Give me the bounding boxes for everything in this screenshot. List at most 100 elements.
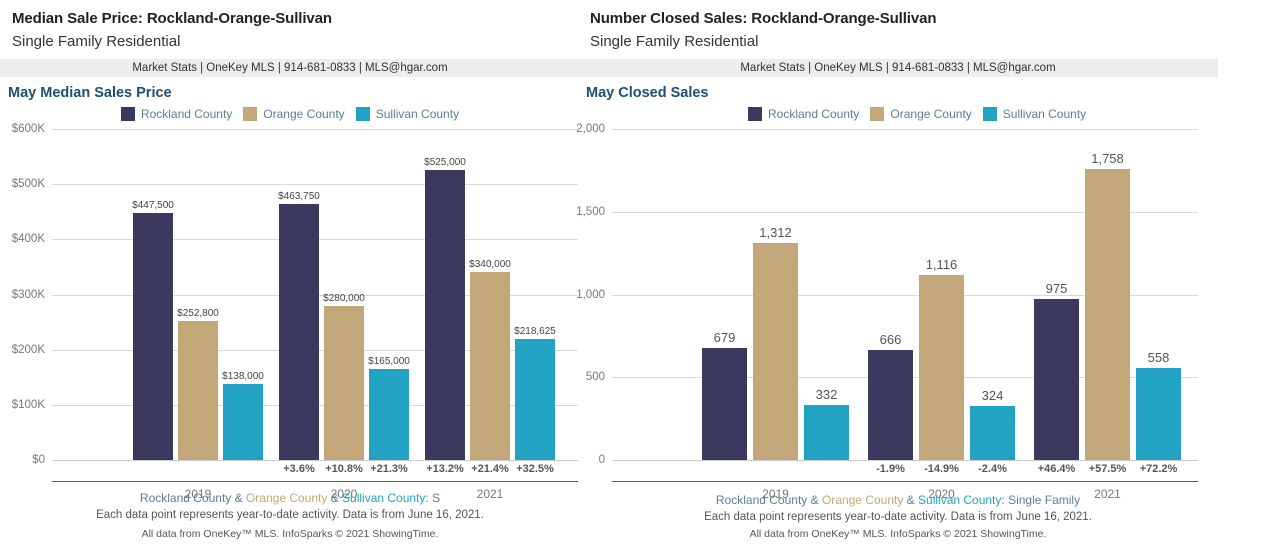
- bar-value-label: $138,000: [222, 370, 264, 382]
- gridline: [612, 129, 1198, 130]
- y-axis-tick-label: $400K: [11, 233, 45, 246]
- legend-label: Rockland County: [768, 107, 860, 121]
- chart-caption-right: Rockland County & Orange County & Sulliv…: [578, 493, 1274, 507]
- legend-item-sullivan-county[interactable]: Sullivan County: [355, 107, 460, 121]
- caption-amp2-right: &: [903, 493, 919, 507]
- y-axis-tick-label: 1,500: [576, 205, 605, 218]
- bar-orange-county-2020[interactable]: 1,116: [919, 257, 964, 460]
- caption-orange-left: Orange County: [245, 491, 328, 505]
- bar-value-label: 332: [815, 387, 838, 403]
- y-axis-tick-label: 0: [598, 454, 605, 466]
- chart-caption-left: Rockland County & Orange County & Sulliv…: [0, 491, 580, 505]
- chart-footnote-right: All data from OneKey™ MLS. InfoSparks © …: [749, 528, 1047, 540]
- bar-value-label: $218,625: [514, 326, 556, 338]
- legend-item-rockland-county[interactable]: Rockland County: [120, 107, 233, 121]
- gridline: [52, 184, 578, 186]
- bar-rockland-county-2021[interactable]: 975: [1034, 281, 1079, 460]
- bar-value-label: 1,758: [1091, 151, 1124, 167]
- bar-rockland-county-2020[interactable]: 666: [868, 332, 913, 460]
- pct-change-label: +21.3%: [370, 463, 408, 475]
- caption-amp2-left: &: [327, 491, 343, 505]
- x-axis-tick-label-2021: 2021: [1094, 487, 1121, 501]
- legend-label: Orange County: [890, 107, 972, 121]
- bar-value-label: $447,500: [132, 200, 174, 212]
- bar-orange-county-2021[interactable]: 1,758: [1085, 151, 1130, 460]
- gridline: [612, 460, 1198, 461]
- legend-item-orange-county[interactable]: Orange County: [870, 107, 972, 121]
- pct-change-label: -14.9%: [924, 463, 959, 475]
- pct-change-label: +10.8%: [325, 463, 363, 475]
- gridline: [612, 294, 1198, 296]
- legend-label: Sullivan County: [1002, 107, 1087, 121]
- legend-swatch-rockland-icon: [748, 107, 762, 121]
- y-axis-tick-label: $600K: [11, 123, 45, 135]
- legend-swatch-sullivan-icon: [982, 107, 997, 121]
- gridline: [52, 460, 578, 461]
- bar-value-label: 679: [713, 329, 736, 345]
- bar-value-label: 324: [981, 388, 1004, 404]
- x-axis-tick-label-2021: 2021: [476, 487, 504, 501]
- pct-change-label: +21.4%: [471, 463, 509, 475]
- bar-rockland-county-2019[interactable]: 679: [702, 330, 747, 460]
- pct-change-label: +57.5%: [1088, 463, 1127, 475]
- bar-orange-county-2021[interactable]: $340,000: [469, 259, 511, 460]
- chart-heading-left: May Median Sales Price: [8, 85, 172, 101]
- legend-label: Rockland County: [140, 107, 233, 121]
- bar-value-label: 975: [1045, 280, 1068, 296]
- legend-swatch-sullivan-icon: [355, 107, 370, 121]
- legend-item-orange-county[interactable]: Orange County: [243, 107, 345, 121]
- legend-swatch-orange-icon: [243, 107, 258, 121]
- caption-amp1-left: &: [231, 491, 246, 505]
- caption-tail-right: : Single Family: [1001, 493, 1081, 507]
- legend-swatch-rockland-icon: [120, 107, 135, 121]
- caption-rockland-right: Rockland County: [715, 493, 808, 507]
- page-subtitle-left: Single Family Residential: [12, 33, 181, 50]
- pct-change-label: -1.9%: [876, 463, 905, 475]
- pct-change-label: +46.4%: [1037, 463, 1076, 475]
- y-axis-tick-label: 2,000: [576, 123, 605, 135]
- bar-sullivan-county-2021[interactable]: $218,625: [514, 326, 556, 460]
- bar-value-label: 666: [879, 331, 902, 347]
- page-title-left: Median Sale Price: Rockland-Orange-Sulli…: [12, 10, 332, 27]
- legend-label: Sullivan County: [375, 107, 460, 121]
- pct-change-label: +32.5%: [516, 463, 554, 475]
- chart-plot-median-sale-price: $0 $100K $200K $300K $400K $500K $600K $447,500…: [12, 123, 578, 501]
- pct-change-label: +3.6%: [283, 463, 315, 475]
- pct-change-label: +72.2%: [1139, 463, 1178, 475]
- y-axis-tick-label: $300K: [11, 288, 45, 301]
- gridline: [612, 211, 1198, 213]
- bar-sullivan-county-2020[interactable]: 324: [970, 388, 1015, 460]
- bar-sullivan-county-2020[interactable]: $165,000: [368, 356, 410, 460]
- bar-value-label: $252,800: [177, 307, 219, 319]
- bar-value-label: 1,116: [925, 257, 958, 273]
- x-axis-tick-label-2019: 2019: [762, 487, 789, 501]
- y-axis-tick-label: $100K: [11, 398, 45, 411]
- caption-amp1-right: &: [807, 493, 822, 507]
- x-axis-tick-label-2020: 2020: [330, 487, 358, 501]
- legend-item-sullivan-county[interactable]: Sullivan County: [982, 107, 1087, 121]
- bar-rockland-county-2019[interactable]: $447,500: [132, 200, 174, 460]
- bar-value-label: 558: [1147, 349, 1170, 365]
- bar-rockland-county-2020[interactable]: $463,750: [278, 191, 320, 460]
- bar-sullivan-county-2019[interactable]: $138,000: [222, 371, 264, 460]
- bar-orange-county-2019[interactable]: $252,800: [177, 308, 219, 460]
- y-axis-tick-label: 500: [585, 371, 605, 384]
- bar-orange-county-2019[interactable]: 1,312: [753, 225, 798, 460]
- bar-sullivan-county-2021[interactable]: 558: [1136, 350, 1181, 460]
- x-axis-tick-label-2020: 2020: [928, 487, 955, 501]
- bar-sullivan-county-2019[interactable]: 332: [804, 387, 849, 460]
- bar-value-label: $463,750: [278, 191, 320, 203]
- bar-orange-county-2020[interactable]: $280,000: [323, 293, 365, 460]
- y-axis-tick-label: $0: [32, 454, 45, 466]
- contact-bar-left: Market Stats | OneKey MLS | 914-681-0833…: [0, 59, 580, 77]
- pct-change-label: -2.4%: [978, 463, 1007, 475]
- chart-heading-right: May Closed Sales: [586, 85, 709, 101]
- legend-item-rockland-county[interactable]: Rockland County: [748, 107, 859, 121]
- chart-subcaption-left: Each data point represents year-to-date …: [96, 509, 484, 521]
- chart-plot-closed-sales: 0 500 1,000 1,500 2,000 679 1,312 332 666 1,116 32…: [576, 123, 1198, 501]
- bar-rockland-county-2021[interactable]: $525,000: [424, 157, 466, 460]
- x-axis-line: [612, 481, 1198, 482]
- bar-value-label: 1,312: [759, 224, 792, 240]
- y-axis-tick-label: $200K: [11, 343, 45, 356]
